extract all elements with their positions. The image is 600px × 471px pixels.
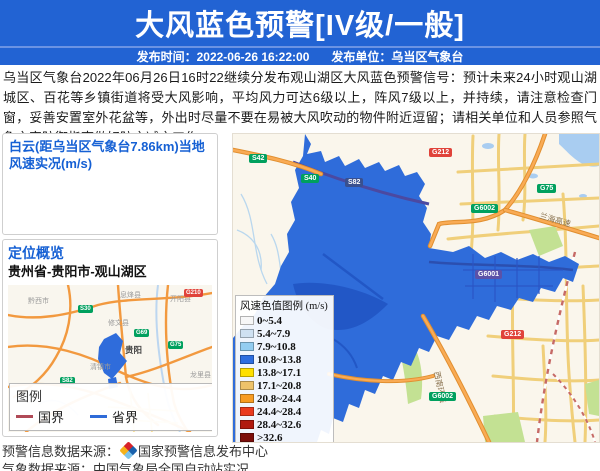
legend-row: 0~5.4 — [240, 314, 329, 327]
minimap-label-xifeng: 息烽县 — [120, 290, 141, 299]
road-badge: G212 — [501, 330, 525, 339]
road-badge: S42 — [249, 154, 268, 163]
legend-row: 20.8~24.4 — [240, 392, 329, 405]
header-bar: 大风蓝色预警[IV级/一般] — [0, 0, 600, 46]
minimap-legend-title: 图例 — [16, 389, 43, 404]
page-title: 大风蓝色预警[IV级/一般] — [135, 10, 465, 42]
weather-data-source-line: 气象数据来源：中国气象局全国自动站实况 — [2, 462, 250, 471]
newa-logo-icon — [119, 441, 138, 460]
road-badge: G6002 — [471, 204, 499, 213]
wind-legend-title: 风速色值图例 (m/s) — [240, 301, 328, 312]
legend-swatch — [240, 420, 254, 429]
minimap-label-qingzhen: 清镇市 — [90, 362, 111, 371]
minimap-legend: 图例 国界 省界 — [9, 383, 212, 431]
warning-data-source-line: 预警信息数据来源： 国家预警信息发布中心 — [2, 441, 268, 460]
legend-row: 10.8~13.8 — [240, 353, 329, 366]
road-badge: G6001 — [475, 270, 503, 279]
legend-row: 28.4~32.6 — [240, 418, 329, 431]
legend-swatch — [240, 433, 254, 442]
location-breadcrumb: 贵州省-贵阳市-观山湖区 — [8, 264, 147, 279]
minimap-label-xiuwen: 修文县 — [108, 318, 129, 327]
legend-row: 13.8~17.1 — [240, 366, 329, 379]
road-badge: G75 — [537, 184, 557, 193]
minimap-road-badge: S30 — [78, 305, 93, 313]
minimap-label-kaiyang: 开阳县 — [170, 294, 191, 303]
legend-province-boundary: 省界 — [90, 407, 138, 426]
minimap-warning-region — [98, 333, 127, 379]
legend-row: 24.4~28.4 — [240, 405, 329, 418]
legend-row: 5.4~7.9 — [240, 327, 329, 340]
legend-swatch — [240, 342, 254, 351]
legend-swatch — [240, 368, 254, 377]
legend-swatch — [240, 316, 254, 325]
minimap-road-badge: S82 — [60, 377, 75, 385]
road-badge: S82 — [345, 178, 364, 187]
minimap-label-qianxi: 黔西市 — [28, 296, 49, 305]
legend-swatch — [240, 329, 254, 338]
publish-time: 发布时间：2022-06-26 16:22:00 — [136, 50, 310, 64]
minimap-label-guiyang: 贵阳 — [125, 345, 142, 355]
warning-area-map[interactable]: 兰海高速 西南环线 S42 S40 G212 G6002 G75 S82 G60… — [232, 133, 600, 443]
legend-swatch — [240, 355, 254, 364]
legend-swatch — [240, 394, 254, 403]
wind-observation-panel: 白云(距乌当区气象台7.86km)当地风速实况(m/s) — [2, 133, 218, 235]
minimap-road-badge: G210 — [184, 289, 203, 297]
publish-unit: 发布单位：乌当区气象台 — [331, 50, 464, 64]
wind-chart-area — [9, 172, 211, 232]
minimap-road-badge: G75 — [168, 341, 184, 349]
road-badge: G6002 — [429, 392, 457, 401]
location-panel-title: 定位概览 — [8, 245, 64, 261]
province-boundary-line-icon — [90, 415, 108, 418]
legend-swatch — [240, 381, 254, 390]
legend-swatch — [240, 407, 254, 416]
national-boundary-line-icon — [16, 415, 33, 418]
legend-row: >32.6 — [240, 431, 329, 442]
legend-row: 7.9~10.8 — [240, 340, 329, 353]
publish-info-bar: 发布时间：2022-06-26 16:22:00 发布单位：乌当区气象台 — [0, 46, 600, 65]
wind-panel-title: 白云(距乌当区气象台7.86km)当地风速实况(m/s) — [9, 139, 205, 171]
legend-national-boundary: 国界 — [16, 407, 64, 426]
wind-speed-legend: 风速色值图例 (m/s) 0~5.4 5.4~7.9 7.9~10.8 10.8… — [235, 295, 334, 442]
road-badge: G212 — [429, 148, 453, 157]
location-overview-panel: 定位概览 贵州省-贵阳市-观山湖区 — [2, 239, 218, 437]
road-badge: S40 — [301, 174, 320, 183]
overview-minimap[interactable]: 息烽县 开阳县 黔西市 修文县 清镇市 贵阳 龙里县 S30 G69 S82 G… — [8, 285, 212, 432]
minimap-label-longli: 龙里县 — [190, 370, 211, 379]
minimap-road-badge: G69 — [134, 329, 150, 337]
legend-row: 17.1~20.8 — [240, 379, 329, 392]
